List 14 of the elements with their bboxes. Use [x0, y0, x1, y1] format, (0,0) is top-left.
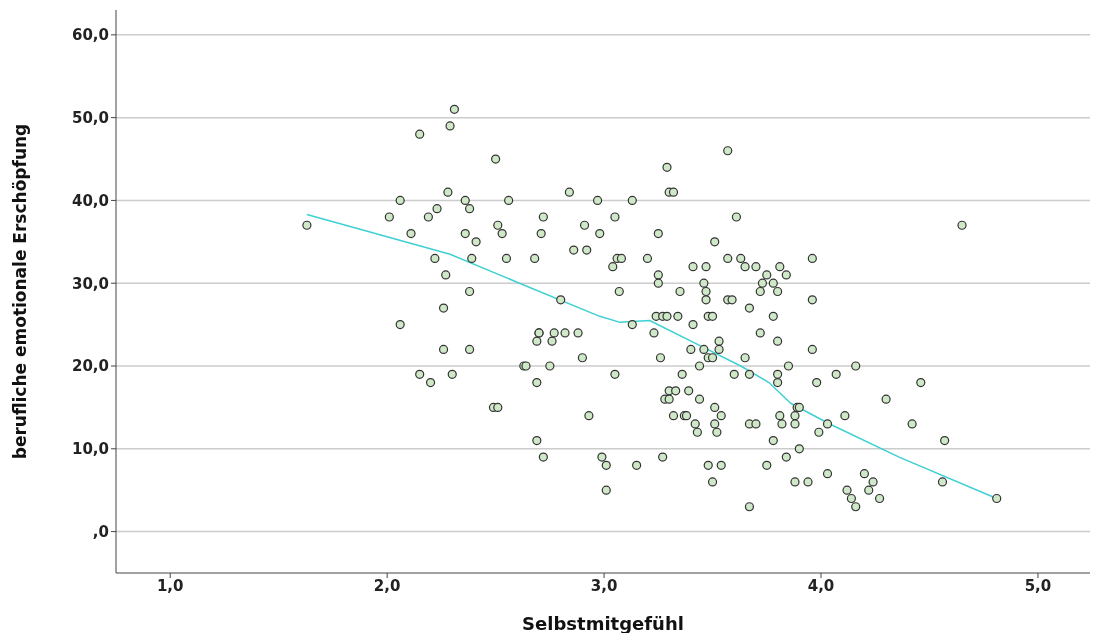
y-axis-title: berufliche emotionale Erschöpfung [10, 123, 31, 460]
y-tick-label: ,0 [92, 522, 109, 541]
y-tick-label: 60,0 [71, 26, 109, 45]
x-tick-label: 1,0 [156, 576, 184, 595]
x-tick-label: 3,0 [590, 576, 618, 595]
x-tick-label: 4,0 [807, 576, 835, 595]
x-tick-label: 2,0 [373, 576, 401, 595]
y-tick-label: 10,0 [71, 440, 109, 459]
y-tick-label: 30,0 [71, 274, 109, 293]
y-tick-label: 20,0 [71, 357, 109, 376]
y-tick-label: 40,0 [71, 191, 109, 210]
x-tick-label: 5,0 [1024, 576, 1052, 595]
x-axis-title: Selbstmitgefühl [522, 613, 684, 634]
y-tick-label: 50,0 [71, 108, 109, 127]
